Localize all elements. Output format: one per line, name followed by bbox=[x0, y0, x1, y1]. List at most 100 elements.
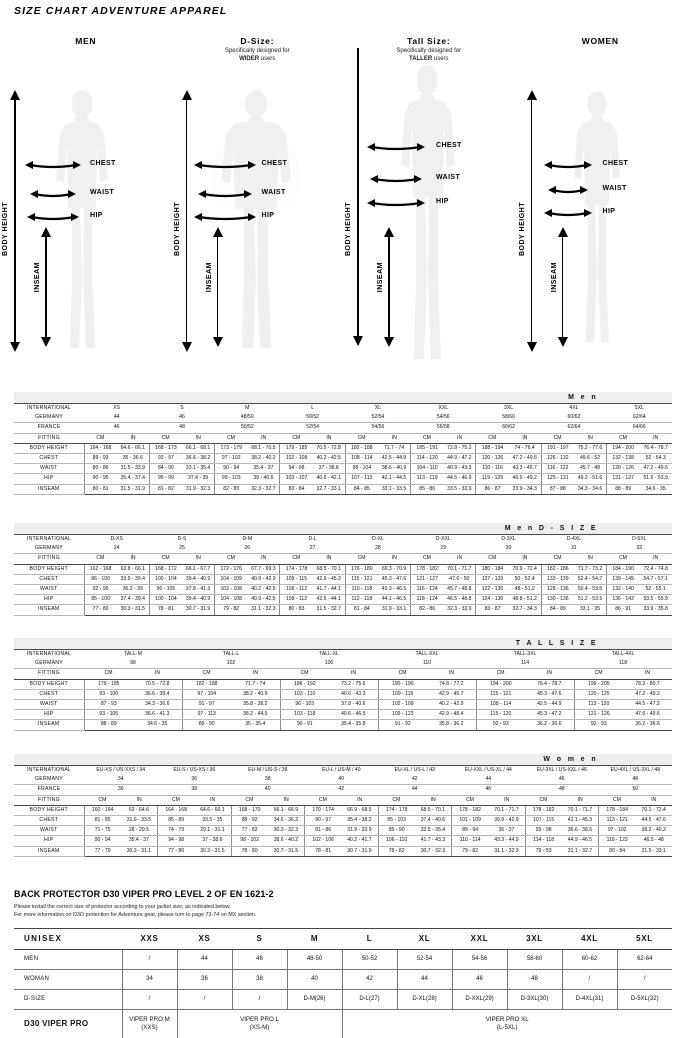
cell-waist-in: 29.1 - 31.1 bbox=[194, 826, 231, 836]
cell-bodyheight-in: 70.5 - 72.8 bbox=[313, 443, 346, 453]
cell-bodyheight-cm: 170 - 174 bbox=[305, 805, 342, 815]
cell-waist-cm: 116 - 124 bbox=[411, 585, 444, 595]
cell-international: D-XXL bbox=[411, 535, 476, 545]
cell-hip-cm: 114 - 118 bbox=[525, 836, 562, 846]
cell-waist-in: 35.4 - 37 bbox=[247, 464, 280, 474]
cell-bodyheight-in: 71.7 - 74 bbox=[378, 443, 411, 453]
figure-subtitle-line1: Specifically designed for bbox=[396, 48, 461, 54]
cell-hip-in: 35.4 - 37 bbox=[121, 836, 158, 846]
cell-bodyheight-in: 64.6 - 66.1 bbox=[117, 443, 150, 453]
cell-international: D-S bbox=[149, 535, 214, 545]
back-protector-note: Please install the correct size of prote… bbox=[14, 903, 256, 920]
cell-international: EU-L / US-M / 40 bbox=[305, 766, 379, 776]
row-header-inseam: INSEAM bbox=[14, 484, 84, 494]
cell-international: EU-XL / US-L / 42 bbox=[378, 766, 452, 776]
cell-waist-cm: 94 - 98 bbox=[280, 464, 313, 474]
unit-cm: CM bbox=[345, 554, 378, 564]
cell-inseam-in: 32.3 - 32.7 bbox=[247, 484, 280, 494]
cell-waist-cm: 110 - 116 bbox=[476, 464, 509, 474]
cell-germany: 54/56 bbox=[411, 413, 476, 423]
cell-inseam-cm: 88 - 89 bbox=[607, 484, 640, 494]
figure-subtitle: Specifically designed for WIDER users bbox=[172, 47, 344, 63]
cell-inseam-cm: 90 - 91 bbox=[280, 720, 329, 730]
bodyheight-label: BODY HEIGHT bbox=[345, 202, 352, 256]
cell-bodyheight-in: 63 - 64.6 bbox=[121, 805, 158, 815]
cell-inseam-in: 35.8 - 36.2 bbox=[427, 720, 476, 730]
cell-inseam-in: 33.5 - 33.9 bbox=[443, 484, 476, 494]
cell-france: 50/52 bbox=[215, 423, 280, 433]
cell-international: D-XL bbox=[345, 535, 410, 545]
cell-chest-in: 38.2 - 40.9 bbox=[231, 689, 280, 699]
back-protector-title: BACK PROTECTOR D30 VIPER PRO LEVEL 2 OF … bbox=[14, 889, 274, 899]
cell-bodyheight-cm: 160 - 164 bbox=[84, 805, 121, 815]
inseam-label: INSEAM bbox=[551, 262, 558, 292]
cell-international: D-5XL bbox=[607, 535, 672, 545]
cell-germany: 29 bbox=[411, 544, 476, 554]
cell-bodyheight-cm: 179 - 185 bbox=[280, 443, 313, 453]
row-header-international: INTERNATIONAL bbox=[14, 535, 84, 545]
cell-waist-cm: 108 - 114 bbox=[476, 700, 525, 710]
cell-chest-in: 42.5 - 44.9 bbox=[378, 454, 411, 464]
cell-waist-cm: 128 - 136 bbox=[541, 585, 574, 595]
hip-measure-arrow-icon bbox=[27, 212, 79, 222]
cell-hip-in: 43.3 - 44.9 bbox=[488, 836, 525, 846]
cell-bodyheight-in: 72.4 - 74.8 bbox=[639, 564, 672, 574]
cell-chest-cm: 127 - 133 bbox=[476, 574, 509, 584]
cell-inseam-in: 34.3 - 34.6 bbox=[574, 484, 607, 494]
tall-table-band: T A L L S I Z E bbox=[14, 638, 672, 649]
unit-cm: CM bbox=[541, 554, 574, 564]
cell-chest-in: 44.5 - 47.6 bbox=[635, 816, 672, 826]
cell-inseam-in: 33.1 - 35 bbox=[574, 605, 607, 615]
cell-hip-cm: 90 - 95 bbox=[84, 474, 117, 484]
cell-hip-in: 51.6 - 53.9 bbox=[639, 474, 672, 484]
hip-label: HIP bbox=[262, 212, 275, 219]
cell-hip-cm: 125 - 131 bbox=[541, 474, 574, 484]
cell-international: D-3XL bbox=[476, 535, 541, 545]
men-dsize-table-band: M e n D - S I Z E bbox=[14, 523, 672, 534]
cell-international: 5XL bbox=[607, 404, 672, 414]
unit-in: IN bbox=[525, 669, 574, 679]
cell-waist-in: 34.3 - 36.6 bbox=[133, 700, 182, 710]
cell-bodyheight-cm: 178 - 182 bbox=[411, 564, 444, 574]
cell-international: D-XS bbox=[84, 535, 149, 545]
cell-france: 48 bbox=[149, 423, 214, 433]
unit-in: IN bbox=[341, 795, 378, 805]
cell-waist-in: 30.3 - 32.3 bbox=[268, 826, 305, 836]
cell-international: TALL-M bbox=[84, 650, 182, 660]
cell-men: 62-64 bbox=[617, 950, 672, 970]
cell-germany: 27 bbox=[280, 544, 345, 554]
cell-inseam-cm: 77 - 79 bbox=[84, 846, 121, 856]
cell-hip-cm: 106 - 110 bbox=[378, 836, 415, 846]
cell-germany: 42 bbox=[378, 775, 452, 785]
cell-waist-cm: 102 - 108 bbox=[215, 585, 248, 595]
cell-waist-cm: 77 - 82 bbox=[231, 826, 268, 836]
cell-waist-cm: 81 - 86 bbox=[305, 826, 342, 836]
cell-bodyheight-in: 74.8 - 77.2 bbox=[427, 679, 476, 689]
cell-inseam-cm: 78 - 81 bbox=[305, 846, 342, 856]
cell-inseam-cm: 84 - 85 bbox=[345, 484, 378, 494]
cell-chest-cm: 88 - 92 bbox=[231, 816, 268, 826]
cell-waist-in: 37 - 38.6 bbox=[313, 464, 346, 474]
row-header-waist: WAIST bbox=[14, 700, 84, 710]
cell-germany: 28 bbox=[345, 544, 410, 554]
cell-waist-in: 35 - 37 bbox=[488, 826, 525, 836]
cell-inseam-cm: 81 - 84 bbox=[345, 605, 378, 615]
cell-bodyheight-in: 74 - 76.4 bbox=[509, 443, 542, 453]
cell-inseam-cm: 80 - 83 bbox=[280, 605, 313, 615]
unit-in: IN bbox=[574, 554, 607, 564]
cell-international: EU-M / US-S / 38 bbox=[231, 766, 305, 776]
cell-chest-in: 45.3 - 47.6 bbox=[378, 574, 411, 584]
cell-inseam-in: 30.3 - 31.5 bbox=[117, 605, 150, 615]
cell-france: 44 bbox=[378, 785, 452, 795]
cell-chest-cm: 108 - 114 bbox=[345, 454, 378, 464]
unit-in: IN bbox=[231, 669, 280, 679]
cell-inseam-cm: 87 - 88 bbox=[541, 484, 574, 494]
figure-row: MEN BODY HEIGHT bbox=[0, 36, 686, 386]
cell-waist-cm: 74 - 79 bbox=[158, 826, 195, 836]
hip-measure-arrow-icon bbox=[544, 208, 592, 218]
